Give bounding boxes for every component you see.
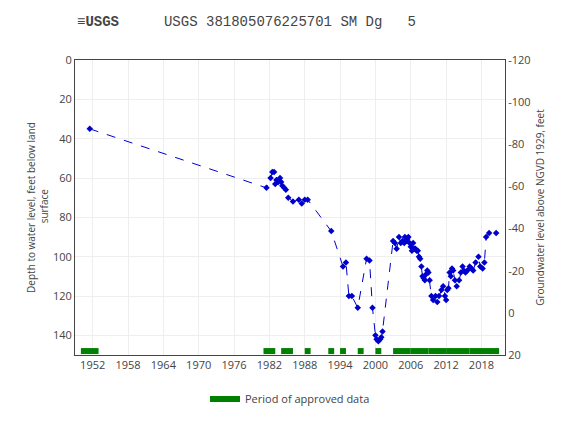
svg-text:Depth to water level, feet bel: Depth to water level, feet below land su… bbox=[24, 122, 51, 293]
svg-text:20: 20 bbox=[508, 347, 521, 362]
svg-text:60: 60 bbox=[59, 170, 72, 185]
svg-text:1958: 1958 bbox=[115, 357, 140, 372]
svg-text:1964: 1964 bbox=[151, 357, 177, 372]
svg-text:140: 140 bbox=[53, 327, 72, 342]
svg-text:-60: -60 bbox=[508, 178, 524, 193]
svg-text:20: 20 bbox=[59, 91, 72, 106]
svg-text:2012: 2012 bbox=[434, 357, 459, 372]
svg-text:120: 120 bbox=[53, 288, 72, 303]
svg-text:1952: 1952 bbox=[80, 357, 105, 372]
svg-text:-100: -100 bbox=[508, 94, 530, 109]
svg-text:0: 0 bbox=[66, 52, 72, 67]
svg-text:-80: -80 bbox=[508, 136, 524, 151]
svg-text:80: 80 bbox=[59, 209, 72, 224]
svg-text:1994: 1994 bbox=[327, 357, 353, 372]
svg-text:1988: 1988 bbox=[292, 357, 317, 372]
svg-text:1982: 1982 bbox=[257, 357, 282, 372]
svg-text:2018: 2018 bbox=[469, 357, 494, 372]
svg-text:-40: -40 bbox=[508, 220, 524, 235]
svg-text:2006: 2006 bbox=[398, 357, 423, 372]
svg-text:≡USGS: ≡USGS bbox=[77, 14, 119, 30]
svg-text:1976: 1976 bbox=[221, 357, 246, 372]
svg-text:0: 0 bbox=[508, 305, 514, 320]
svg-text:2000: 2000 bbox=[363, 357, 388, 372]
svg-text:Period of approved data: Period of approved data bbox=[245, 391, 369, 406]
svg-text:Groundwater level above NGVD 1: Groundwater level above NGVD 1929, feet bbox=[533, 109, 547, 306]
svg-text:40: 40 bbox=[59, 131, 72, 146]
svg-text:-20: -20 bbox=[508, 263, 524, 278]
svg-text:1970: 1970 bbox=[186, 357, 211, 372]
svg-text:USGS 381805076225701 SM Dg 5: USGS 381805076225701 SM Dg 5 bbox=[164, 14, 416, 30]
svg-text:100: 100 bbox=[53, 249, 72, 264]
svg-text:-120: -120 bbox=[508, 52, 530, 67]
